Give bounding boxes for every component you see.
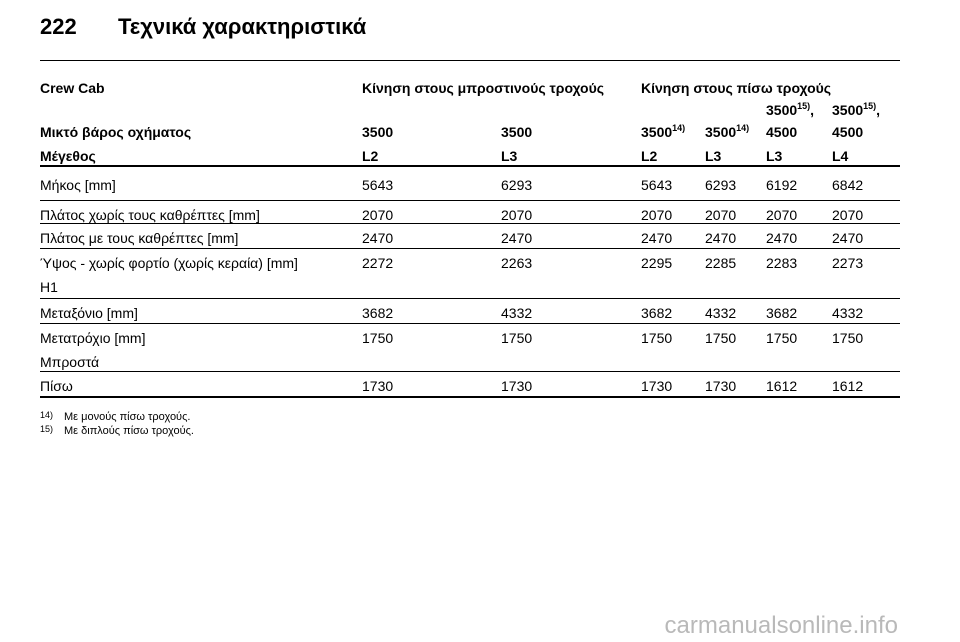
cell: 2273 bbox=[832, 255, 864, 271]
rule bbox=[40, 323, 900, 324]
cell: 2070 bbox=[766, 207, 798, 223]
group-header: Κίνηση στους πίσω τροχούς bbox=[641, 80, 832, 96]
cell: 1750 bbox=[501, 330, 533, 346]
page-title: Τεχνικά χαρακτηριστικά bbox=[118, 14, 367, 39]
row-label: Μέγεθος bbox=[40, 148, 96, 164]
row-label: Πίσω bbox=[40, 378, 73, 394]
weight-value: 3500 bbox=[705, 124, 737, 140]
cell: 2272 bbox=[362, 255, 394, 271]
footnote-ref: 14) bbox=[736, 123, 750, 133]
cell: 1730 bbox=[501, 378, 533, 394]
cell: 6293 bbox=[501, 177, 533, 193]
cell: 6192 bbox=[766, 177, 798, 193]
weight-cell: 3500 bbox=[501, 124, 532, 140]
cell: 3682 bbox=[362, 305, 394, 321]
footnote-ref: 14) bbox=[672, 123, 686, 133]
cell: 1750 bbox=[832, 330, 864, 346]
rule bbox=[40, 248, 900, 249]
row-label: Μικτό βάρος οχήματος bbox=[40, 124, 192, 140]
separator: , bbox=[876, 102, 881, 118]
size-cell: L3 bbox=[501, 148, 518, 164]
row-label: Μεταξόνιο [mm] bbox=[40, 305, 138, 321]
rule bbox=[40, 60, 900, 61]
rule bbox=[40, 396, 900, 398]
weight-cell: 350014) bbox=[641, 123, 686, 141]
cell: 4332 bbox=[501, 305, 533, 321]
cell: 1612 bbox=[832, 378, 864, 394]
rule bbox=[40, 200, 900, 201]
footnote-text: Με μονούς πίσω τροχούς. bbox=[64, 411, 191, 423]
cell: 1750 bbox=[705, 330, 737, 346]
row-label: Πλάτος χωρίς τους καθρέπτες [mm] bbox=[40, 207, 260, 223]
cell: 2470 bbox=[501, 230, 533, 246]
row-label: Ύψος - χωρίς φορτίο (χωρίς κεραία) [mm] bbox=[40, 255, 298, 271]
weight-value: 3500 bbox=[641, 124, 673, 140]
footnote-mark: 14) bbox=[40, 410, 54, 420]
group-header: Κίνηση στους μπροστινούς τροχούς bbox=[362, 80, 605, 96]
cell: 4332 bbox=[832, 305, 864, 321]
cell: 2470 bbox=[641, 230, 673, 246]
size-cell: L3 bbox=[705, 148, 722, 164]
footnote-ref: 15) bbox=[863, 101, 877, 111]
cell: 6293 bbox=[705, 177, 737, 193]
cell: 6842 bbox=[832, 177, 864, 193]
size-cell: L4 bbox=[832, 148, 849, 164]
footnote-ref: 15) bbox=[797, 101, 811, 111]
cell: 2470 bbox=[705, 230, 737, 246]
cell: 2470 bbox=[766, 230, 798, 246]
cell: 3682 bbox=[766, 305, 798, 321]
page-number: 222 bbox=[40, 14, 77, 39]
cell: 3682 bbox=[641, 305, 673, 321]
cell: 2070 bbox=[641, 207, 673, 223]
weight-cell: 4500 bbox=[766, 124, 798, 140]
cell: 2295 bbox=[641, 255, 673, 271]
cell: 1750 bbox=[766, 330, 798, 346]
cell: 1612 bbox=[766, 378, 798, 394]
footnote-text: Με διπλούς πίσω τροχούς. bbox=[64, 425, 194, 437]
row-label: Μετατρόχιο [mm] bbox=[40, 330, 146, 346]
rule bbox=[40, 298, 900, 299]
weight-value: 3500 bbox=[501, 124, 533, 140]
cell: 2070 bbox=[362, 207, 394, 223]
row-label: Πλάτος με τους καθρέπτες [mm] bbox=[40, 230, 239, 246]
rule bbox=[40, 371, 900, 372]
cell: 2283 bbox=[766, 255, 798, 271]
cell: 1750 bbox=[641, 330, 673, 346]
weight-cell: 350015), bbox=[832, 101, 881, 119]
row-label: Μήκος [mm] bbox=[40, 177, 116, 193]
rule bbox=[40, 165, 900, 167]
cell: 2470 bbox=[362, 230, 394, 246]
cell: 2070 bbox=[832, 207, 864, 223]
cell: 2285 bbox=[705, 255, 737, 271]
weight-value: 3500 bbox=[362, 124, 394, 140]
weight-value: 3500 bbox=[832, 102, 864, 118]
cell: 5643 bbox=[362, 177, 394, 193]
weight-value: 3500 bbox=[766, 102, 798, 118]
rule bbox=[40, 223, 900, 224]
cell: 1730 bbox=[641, 378, 673, 394]
watermark: carmanualsonline.info bbox=[664, 612, 898, 639]
cell: 4332 bbox=[705, 305, 737, 321]
group-header: Crew Cab bbox=[40, 80, 105, 96]
size-cell: L2 bbox=[362, 148, 379, 164]
cell: 2470 bbox=[832, 230, 864, 246]
cell: 2070 bbox=[705, 207, 737, 223]
weight-cell: 4500 bbox=[832, 124, 864, 140]
cell: 1730 bbox=[705, 378, 737, 394]
size-cell: L2 bbox=[641, 148, 658, 164]
cell: 5643 bbox=[641, 177, 673, 193]
row-label: H1 bbox=[40, 279, 58, 295]
separator: , bbox=[810, 102, 815, 118]
cell: 1750 bbox=[362, 330, 394, 346]
size-cell: L3 bbox=[766, 148, 783, 164]
cell: 2263 bbox=[501, 255, 533, 271]
weight-cell: 350014) bbox=[705, 123, 750, 141]
weight-cell: 3500 bbox=[362, 124, 393, 140]
cell: 1730 bbox=[362, 378, 394, 394]
cell: 2070 bbox=[501, 207, 533, 223]
weight-cell: 350015), bbox=[766, 101, 815, 119]
row-label: Μπροστά bbox=[40, 354, 100, 370]
footnote-mark: 15) bbox=[40, 424, 54, 434]
